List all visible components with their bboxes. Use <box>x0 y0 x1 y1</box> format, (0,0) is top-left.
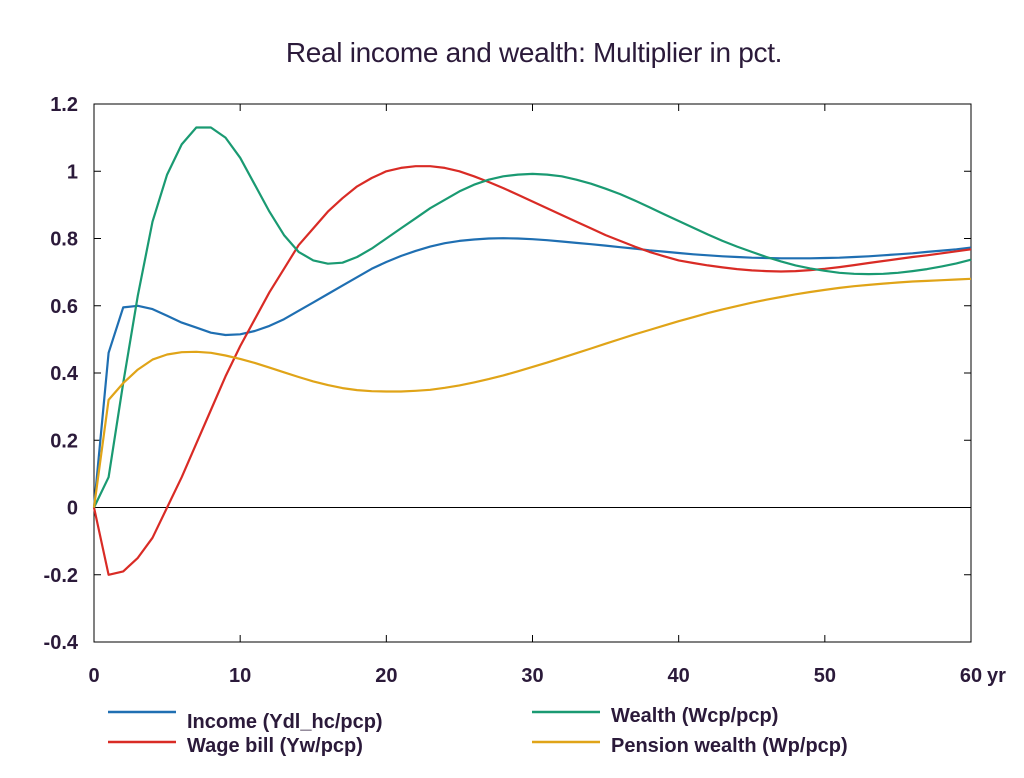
y-tick-label: 0.2 <box>50 430 78 452</box>
y-tick-label: 0.8 <box>50 229 78 251</box>
x-tick-label: 10 <box>229 665 251 687</box>
y-axis: -0.4 -0.2 0 0.2 0.4 0.6 0.8 1 1.2 <box>44 94 971 654</box>
x-tick-label: 60 <box>960 665 982 687</box>
series-line-4 <box>92 277 972 508</box>
legend: Income (Ydl_hc/pcp)Wage bill (Yw/pcp) Wea… <box>108 705 848 757</box>
y-tick-label: 0.6 <box>50 296 78 318</box>
legend-label: Wealth (Wcp/pcp) <box>611 705 778 727</box>
y-tick-label: -0.4 <box>44 632 79 654</box>
series-line-3 <box>93 126 972 508</box>
x-axis: 0 10 20 30 40 50 60 yr <box>88 104 1006 687</box>
x-tick-label: 30 <box>521 665 543 687</box>
series-line-1 <box>92 237 972 508</box>
x-unit-label: yr <box>987 665 1006 687</box>
y-tick-label: -0.2 <box>44 565 78 587</box>
series-line-2 <box>92 165 972 576</box>
plot-area-frame <box>93 103 972 643</box>
y-tick-label: 1.2 <box>50 94 78 116</box>
y-tick-label: 0.4 <box>50 363 79 385</box>
y-tick-label: 1 <box>67 161 78 183</box>
x-tick-label: 40 <box>668 665 690 687</box>
x-tick-label: 0 <box>88 665 99 687</box>
legend-label: Pension wealth (Wp/pcp) <box>611 735 848 757</box>
x-tick-label: 50 <box>814 665 836 687</box>
series-lines <box>92 126 972 576</box>
x-tick-label: 20 <box>375 665 397 687</box>
legend-label: Wage bill (Yw/pcp) <box>187 735 363 757</box>
chart-title: Real income and wealth: Multiplier in pc… <box>286 37 782 68</box>
legend-label: Income (Ydl_hc/pcp) <box>187 711 383 733</box>
y-tick-label: 0 <box>67 498 78 520</box>
